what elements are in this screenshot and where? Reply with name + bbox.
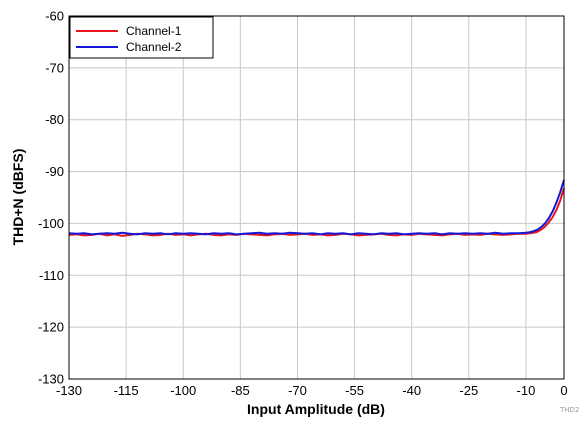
x-tick-label: -85: [231, 383, 250, 398]
x-tick-label: -70: [288, 383, 307, 398]
y-tick-label: -130: [38, 372, 64, 387]
grid-layer: [69, 16, 564, 379]
y-tick-label: -110: [39, 268, 64, 283]
x-tick-label: -25: [459, 383, 478, 398]
plot-frame: [68, 15, 565, 380]
x-axis-title: Input Amplitude (dB): [247, 401, 385, 417]
legend-label-channel-2: Channel-2: [126, 40, 182, 54]
x-tick-label: -115: [114, 383, 139, 398]
legend-label-channel-1: Channel-1: [126, 24, 182, 38]
series-layer: [68, 179, 565, 237]
series-line-channel-1: [68, 187, 565, 237]
x-tick-label: -100: [170, 383, 196, 398]
y-tick-label: -60: [45, 9, 64, 24]
x-tick-label: -40: [402, 383, 421, 398]
y-tick-label: -80: [45, 112, 64, 127]
y-tick-label: -120: [38, 320, 64, 335]
legend: Channel-1 Channel-2: [69, 16, 214, 59]
y-tick-label: -90: [45, 164, 64, 179]
ticks-layer: -130 -115 -100 -85 -70 -55 -40 -25 -10 0-60-70-80…: [38, 9, 568, 399]
y-axis-title: THD+N (dBFS): [10, 149, 26, 246]
y-tick-label: -70: [45, 60, 64, 75]
series-line-channel-2: [68, 179, 565, 236]
x-tick-label: -55: [345, 383, 364, 398]
x-tick-label: -10: [517, 383, 536, 398]
x-tick-label: 0: [560, 383, 567, 398]
x-tick-label: -130: [56, 383, 82, 398]
legend-box: [69, 16, 214, 59]
y-tick-label: -100: [38, 216, 64, 231]
figure-watermark: THD2: [559, 406, 579, 414]
